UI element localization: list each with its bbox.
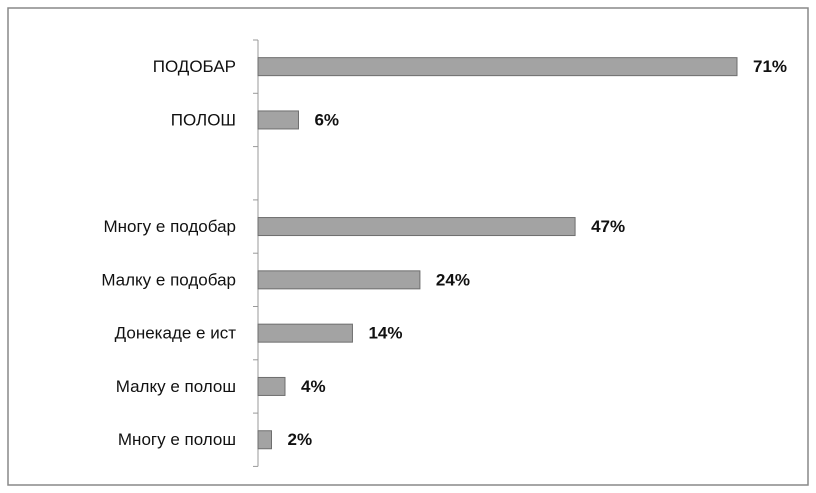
bar — [257, 217, 576, 237]
value-label: 47% — [591, 217, 625, 236]
category-label: Малку е подобар — [101, 270, 236, 289]
value-label: 4% — [301, 377, 326, 396]
value-label: 71% — [753, 57, 787, 76]
bar — [257, 110, 299, 130]
bar — [257, 430, 272, 450]
value-label: 14% — [368, 324, 402, 343]
category-label: ПОЛОШ — [171, 110, 236, 129]
category-label: Многу е полош — [118, 430, 236, 449]
category-label: Донекаде е ист — [115, 324, 237, 343]
bar — [257, 270, 421, 290]
category-label: ПОДОБАР — [153, 57, 236, 76]
bar — [257, 376, 286, 396]
value-label: 2% — [287, 430, 312, 449]
chart-frame — [7, 7, 809, 486]
bar — [257, 57, 738, 77]
value-label: 24% — [436, 270, 470, 289]
category-label: Многу е подобар — [103, 217, 236, 236]
value-label: 6% — [314, 110, 339, 129]
bar — [257, 323, 353, 343]
category-label: Малку е полош — [116, 377, 236, 396]
